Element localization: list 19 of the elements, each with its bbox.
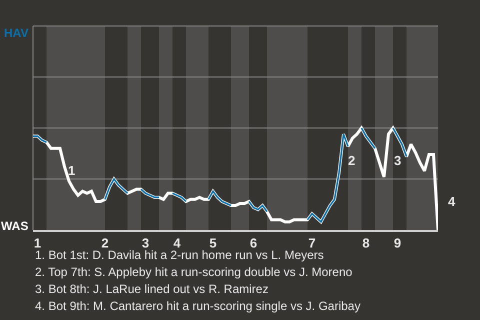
text: 3. Bot 8th: J. LaRue lined out vs R. Ramirez	[35, 282, 268, 296]
text: 4	[448, 194, 456, 209]
x-tick-label: 9	[394, 236, 402, 251]
x-tick-label: 2	[101, 236, 109, 251]
text: HAV	[4, 26, 28, 40]
x-tick-label: 6	[250, 236, 258, 251]
x-tick-label: 1	[34, 236, 42, 251]
annotation: 3	[394, 153, 402, 168]
annotation: 2	[348, 153, 356, 168]
x-tick-label: 3	[142, 236, 150, 251]
text: WAS	[1, 219, 28, 233]
x-tick-label: 5	[209, 236, 217, 251]
x-tick-label: 7	[308, 236, 316, 251]
text: 4. Bot 9th: M. Cantarero hit a run-scoring single vs J. Garibay	[35, 299, 360, 313]
x-tick-label: 8	[362, 236, 370, 251]
x-tick-label: 4	[173, 236, 182, 251]
annotation: 1	[68, 163, 76, 178]
text: 1. Bot 1st: D. Davila hit a 2-run home run vs L. Meyers	[35, 248, 324, 262]
text: 2. Top 7th: S. Appleby hit a run-scoring double vs J. Moreno	[35, 265, 353, 279]
